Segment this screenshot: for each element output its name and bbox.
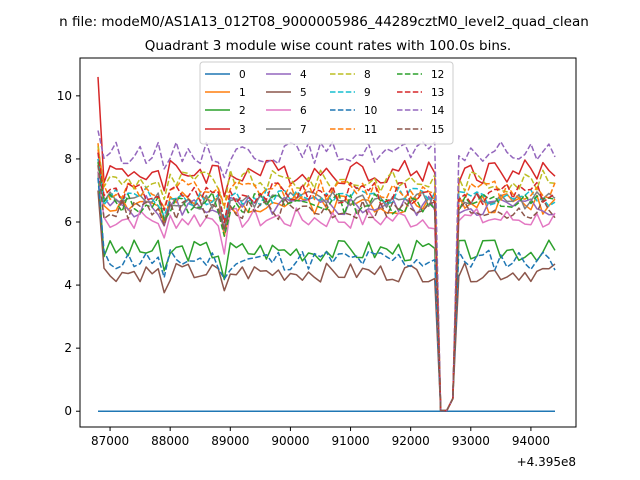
y-axis: 0 2 4 6 8 10 (57, 89, 80, 418)
legend-label-5: 5 (300, 87, 307, 99)
x-tick-label: 94000 (512, 434, 550, 448)
y-tick-label: 2 (64, 341, 72, 355)
y-tick-label: 4 (64, 278, 72, 292)
x-axis: 87000 88000 89000 90000 91000 92000 93000 94000 (91, 427, 550, 448)
legend-label-8: 8 (364, 69, 371, 81)
series-line-10 (97, 177, 556, 412)
legend-label-13: 13 (431, 87, 444, 99)
series-line-15 (97, 165, 556, 412)
series-line-7 (97, 158, 556, 412)
y-tick-label: 0 (64, 404, 72, 418)
x-tick-label: 87000 (91, 434, 129, 448)
legend-label-4: 4 (300, 69, 307, 81)
chart-title-line2: Quadrant 3 module wise count rates with … (145, 38, 511, 54)
x-tick-label: 92000 (392, 434, 430, 448)
series-line-9 (97, 158, 556, 412)
series-group (97, 76, 556, 412)
legend-label-14: 14 (431, 105, 445, 117)
series-line-8 (97, 146, 556, 412)
legend-label-2: 2 (239, 105, 246, 117)
legend-label-10: 10 (364, 105, 377, 117)
legend-label-3: 3 (239, 124, 246, 136)
legend-label-9: 9 (364, 87, 371, 99)
y-tick-label: 10 (57, 89, 72, 103)
legend-label-11: 11 (364, 124, 377, 136)
legend-label-6: 6 (300, 105, 307, 117)
legend-label-15: 15 (431, 124, 444, 136)
series-line-5 (97, 190, 556, 412)
series-line-13 (97, 152, 556, 412)
series-line-11 (97, 149, 556, 412)
x-offset-label: +4.395e8 (517, 455, 576, 469)
x-tick-label: 90000 (271, 434, 309, 448)
plot-area (79, 57, 577, 428)
series-line-3 (97, 76, 556, 412)
y-tick-label: 8 (64, 152, 72, 166)
legend-label-1: 1 (239, 87, 246, 99)
legend-label-0: 0 (239, 69, 246, 81)
x-tick-label: 88000 (151, 434, 189, 448)
x-tick-label: 89000 (211, 434, 249, 448)
x-tick-label: 93000 (452, 434, 490, 448)
legend-box (199, 61, 454, 145)
series-line-12 (97, 161, 556, 412)
axes-frame (79, 57, 577, 428)
y-tick-label: 6 (64, 215, 72, 229)
chart-title-line1: n file: modeM0/AS1A13_012T08_9000005986_… (59, 14, 589, 30)
legend-label-12: 12 (431, 69, 444, 81)
series-line-14 (97, 130, 556, 412)
x-tick-label: 91000 (331, 434, 369, 448)
legend-label-7: 7 (300, 124, 307, 136)
